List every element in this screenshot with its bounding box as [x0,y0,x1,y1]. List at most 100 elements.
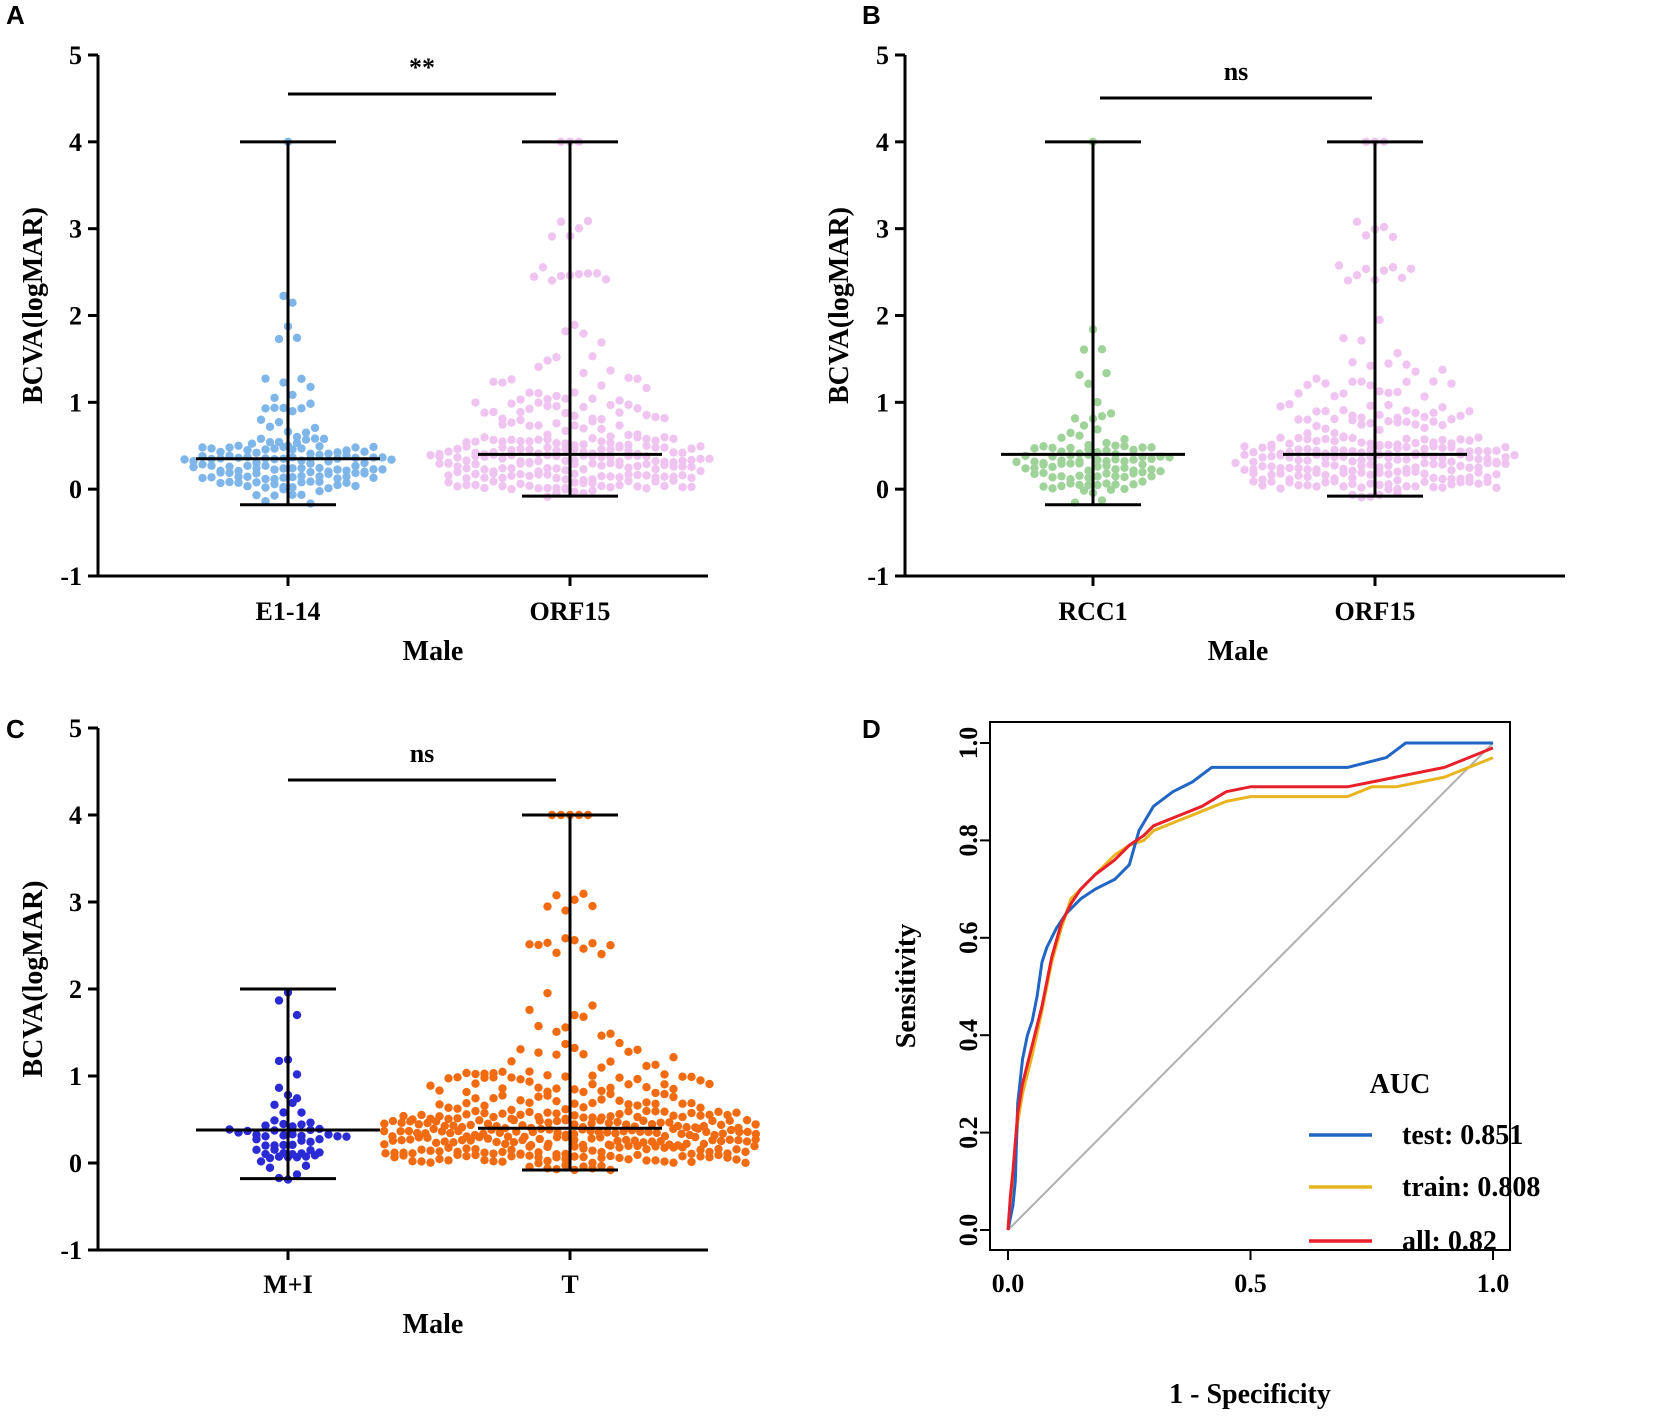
data-point [669,434,678,444]
data-point [453,1114,462,1123]
data-point [1294,464,1303,473]
data-point [642,1083,651,1092]
data-point [274,996,284,1005]
data-point [1084,466,1093,475]
data-point [1357,336,1366,345]
data-point [1366,460,1375,469]
data-point [705,1147,714,1157]
data-point [498,1157,507,1166]
data-point [1147,472,1156,481]
data-point [526,1141,536,1150]
data-point [480,473,489,483]
data-point [1120,472,1129,482]
data-point [1093,472,1102,481]
data-point [534,940,543,950]
data-point [471,398,480,407]
data-point [639,1138,648,1147]
data-point [651,1088,660,1098]
data-point [1483,473,1492,482]
data-point [431,1138,441,1147]
data-point [1102,446,1111,455]
legend-label: test: 0.851 [1402,1120,1523,1151]
data-point [288,464,297,473]
data-point [351,468,360,478]
data-point [525,471,534,481]
data-point [660,1157,669,1166]
data-point [587,1134,596,1143]
data-point [516,1045,525,1054]
data-point [1129,466,1138,475]
data-point [1276,402,1285,411]
data-point [342,466,351,475]
data-point [588,939,597,948]
data-point [547,232,557,241]
data-point [1375,410,1384,420]
data-point [651,1060,660,1069]
data-point [579,440,588,449]
data-point [525,445,534,454]
data-point [225,468,234,478]
data-point [1120,457,1129,466]
data-point [408,1149,417,1158]
data-point [633,1112,642,1122]
data-point [207,473,216,482]
data-point [624,373,633,383]
data-point [606,1089,615,1099]
data-point [1384,469,1393,479]
data-point [516,1096,525,1105]
y-tick-label: 0.0 [954,1214,983,1247]
data-point [306,449,315,458]
data-point [615,480,624,490]
data-point [1402,442,1411,452]
data-point [552,464,561,473]
data-point [265,437,275,447]
data-point [660,1132,670,1141]
data-point [556,217,566,226]
data-point [498,420,507,429]
data-point [1057,433,1066,443]
data-point [1267,477,1276,486]
data-point [270,465,279,474]
data-point [696,454,705,464]
data-point [552,419,561,428]
data-point [1102,479,1111,488]
y-axis-title: BCVA(logMAR) [18,880,49,1077]
panel-b-dot-plot: -1 0 1 2 3 4 5 BCVA(logMAR) RCC1 ORF15 Male ns [824,41,1565,667]
data-point [725,1135,734,1144]
data-point [1070,414,1080,423]
x-tick-label: RCC1 [1058,597,1127,626]
data-point [1276,433,1285,442]
data-point [1492,446,1501,455]
data-point [462,1087,471,1097]
data-point [678,448,687,457]
data-point [489,1149,498,1158]
data-point [1330,436,1339,446]
data-point [525,404,534,413]
data-point [1447,439,1456,448]
data-point [1366,401,1375,411]
data-point [1357,377,1366,386]
data-point [570,1099,579,1108]
data-point [265,1163,275,1172]
data-point [579,1103,588,1112]
data-point [525,940,534,949]
data-point [435,459,444,468]
data-point [1420,435,1429,444]
data-point [435,1154,444,1164]
data-point [1393,484,1402,494]
data-point [588,1113,597,1122]
data-point [699,1121,709,1131]
data-point [613,1117,622,1127]
data-point [1075,480,1084,490]
data-point [256,415,266,424]
data-point [534,484,543,493]
data-point [543,902,552,911]
data-point [1303,429,1312,438]
data-point [651,412,660,422]
data-point [1339,389,1348,398]
data-point [252,1145,261,1154]
data-point [633,461,642,471]
data-point [570,1111,579,1120]
data-point [351,481,360,491]
data-point [1249,465,1258,474]
